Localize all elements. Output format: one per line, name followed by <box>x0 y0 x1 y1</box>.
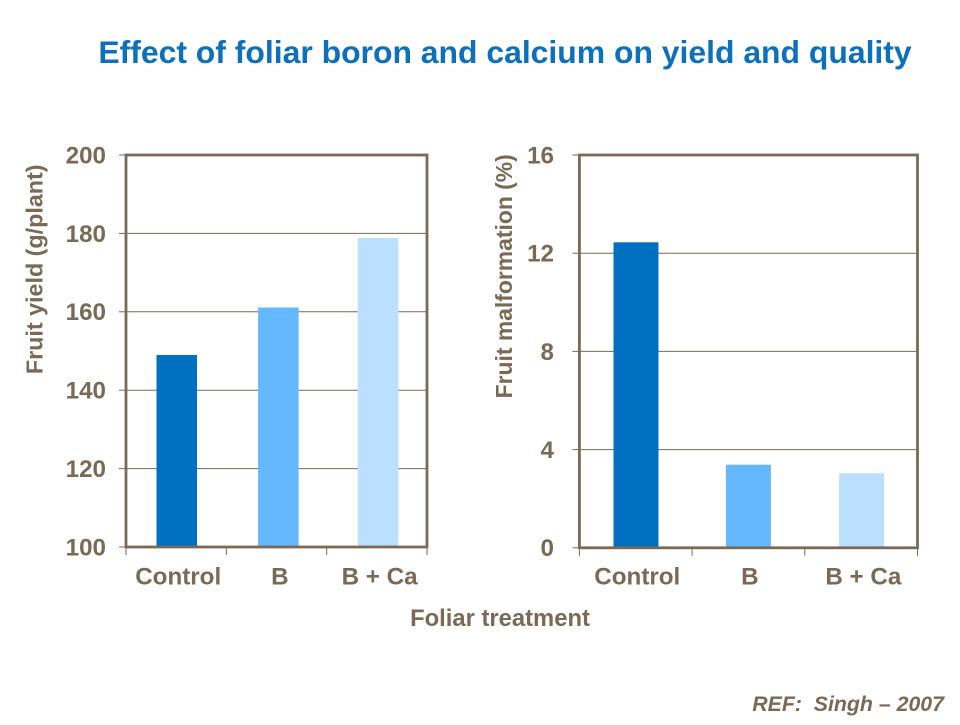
svg-text:16: 16 <box>527 142 554 169</box>
svg-text:120: 120 <box>66 456 106 483</box>
svg-text:B: B <box>271 564 288 591</box>
svg-text:12: 12 <box>527 241 554 268</box>
svg-text:Fruit yield (g/plant): Fruit yield (g/plant) <box>22 164 48 374</box>
svg-text:REF: Singh – 2007: REF: Singh – 2007 <box>752 692 945 716</box>
svg-text:100: 100 <box>66 534 106 561</box>
svg-text:200: 200 <box>66 142 106 169</box>
svg-text:0: 0 <box>541 535 554 562</box>
svg-text:B + Ca: B + Ca <box>342 564 419 591</box>
svg-text:B: B <box>741 564 758 591</box>
svg-text:4: 4 <box>541 437 555 464</box>
svg-text:Control: Control <box>594 564 680 591</box>
svg-text:140: 140 <box>66 378 106 405</box>
svg-text:Control: Control <box>135 564 221 591</box>
svg-text:B + Ca: B + Ca <box>825 564 902 591</box>
svg-text:8: 8 <box>541 339 554 366</box>
svg-text:160: 160 <box>66 299 106 326</box>
svg-text:Foliar treatment: Foliar treatment <box>410 605 590 632</box>
svg-text:Fruit malformation (%): Fruit malformation (%) <box>491 154 517 398</box>
svg-text:Effect of foliar boron and cal: Effect of foliar boron and calcium on yi… <box>98 34 912 70</box>
svg-text:180: 180 <box>66 221 106 248</box>
